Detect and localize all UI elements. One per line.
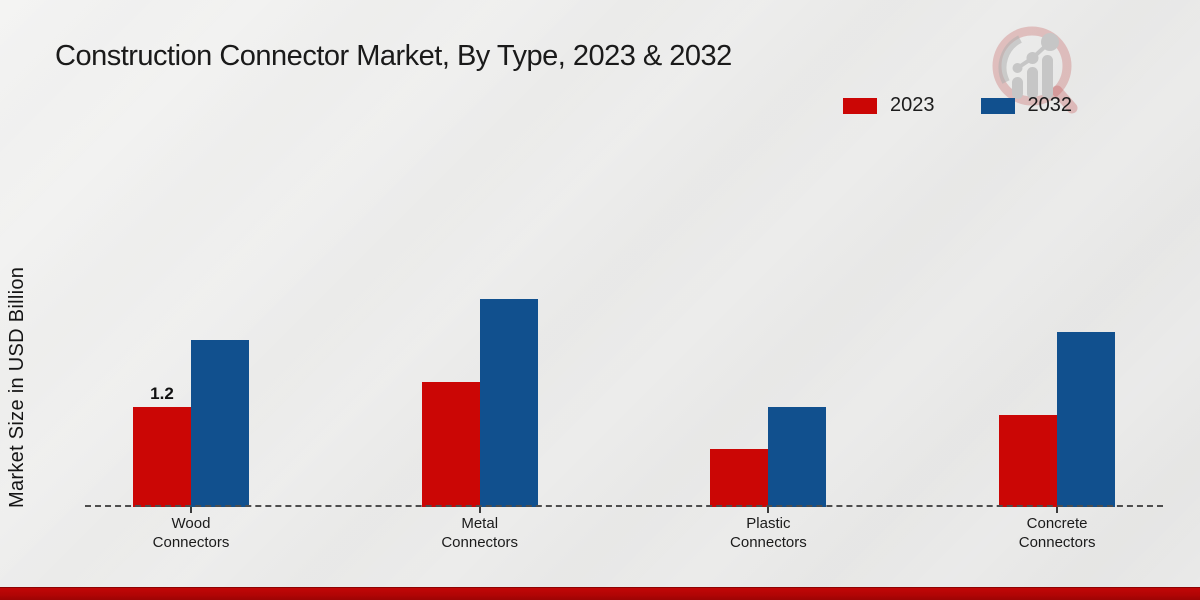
footer-red-strip (0, 587, 1200, 600)
x-axis-baseline (85, 505, 1163, 507)
x-axis-tick (478, 507, 481, 513)
legend-item-2032: 2032 (980, 94, 1073, 117)
legend-item-2023: 2023 (843, 94, 935, 117)
category-label-wood-connectors: Wood Connectors (152, 515, 230, 551)
category-label-concrete-connectors: Concrete Connectors (1018, 515, 1096, 551)
x-axis-tick (190, 507, 192, 513)
legend-label: 2023 (890, 94, 935, 116)
bar-2023-concrete-connectors (999, 415, 1058, 507)
legend-swatch-2032 (980, 97, 1015, 114)
magnifier-growth-chart-logo (992, 26, 1078, 114)
bar-2032-concrete-connectors (1057, 332, 1116, 507)
x-axis-tick (1056, 507, 1059, 513)
legend-label: 2032 (1027, 94, 1073, 116)
bar-2023-wood-connectors (133, 407, 191, 507)
legend-swatch-2023 (843, 97, 877, 114)
bar-2032-metal-connectors (479, 299, 538, 507)
legend: 2023 2032 (843, 94, 1072, 117)
x-axis-tick (767, 507, 770, 513)
bar-2023-metal-connectors (421, 382, 480, 507)
bar-2032-plastic-connectors (768, 407, 827, 507)
bar-2032-wood-connectors (191, 340, 249, 507)
bar-2023-plastic-connectors (710, 449, 769, 507)
category-label-plastic-connectors: Plastic Connectors (730, 515, 807, 551)
bar-value-label: 1.2 (150, 384, 174, 403)
category-label-metal-connectors: Metal Connectors (441, 515, 519, 551)
y-axis-label: Market Size in USD Billion (6, 266, 28, 509)
chart-title: Construction Connector Market, By Type, … (55, 40, 732, 72)
